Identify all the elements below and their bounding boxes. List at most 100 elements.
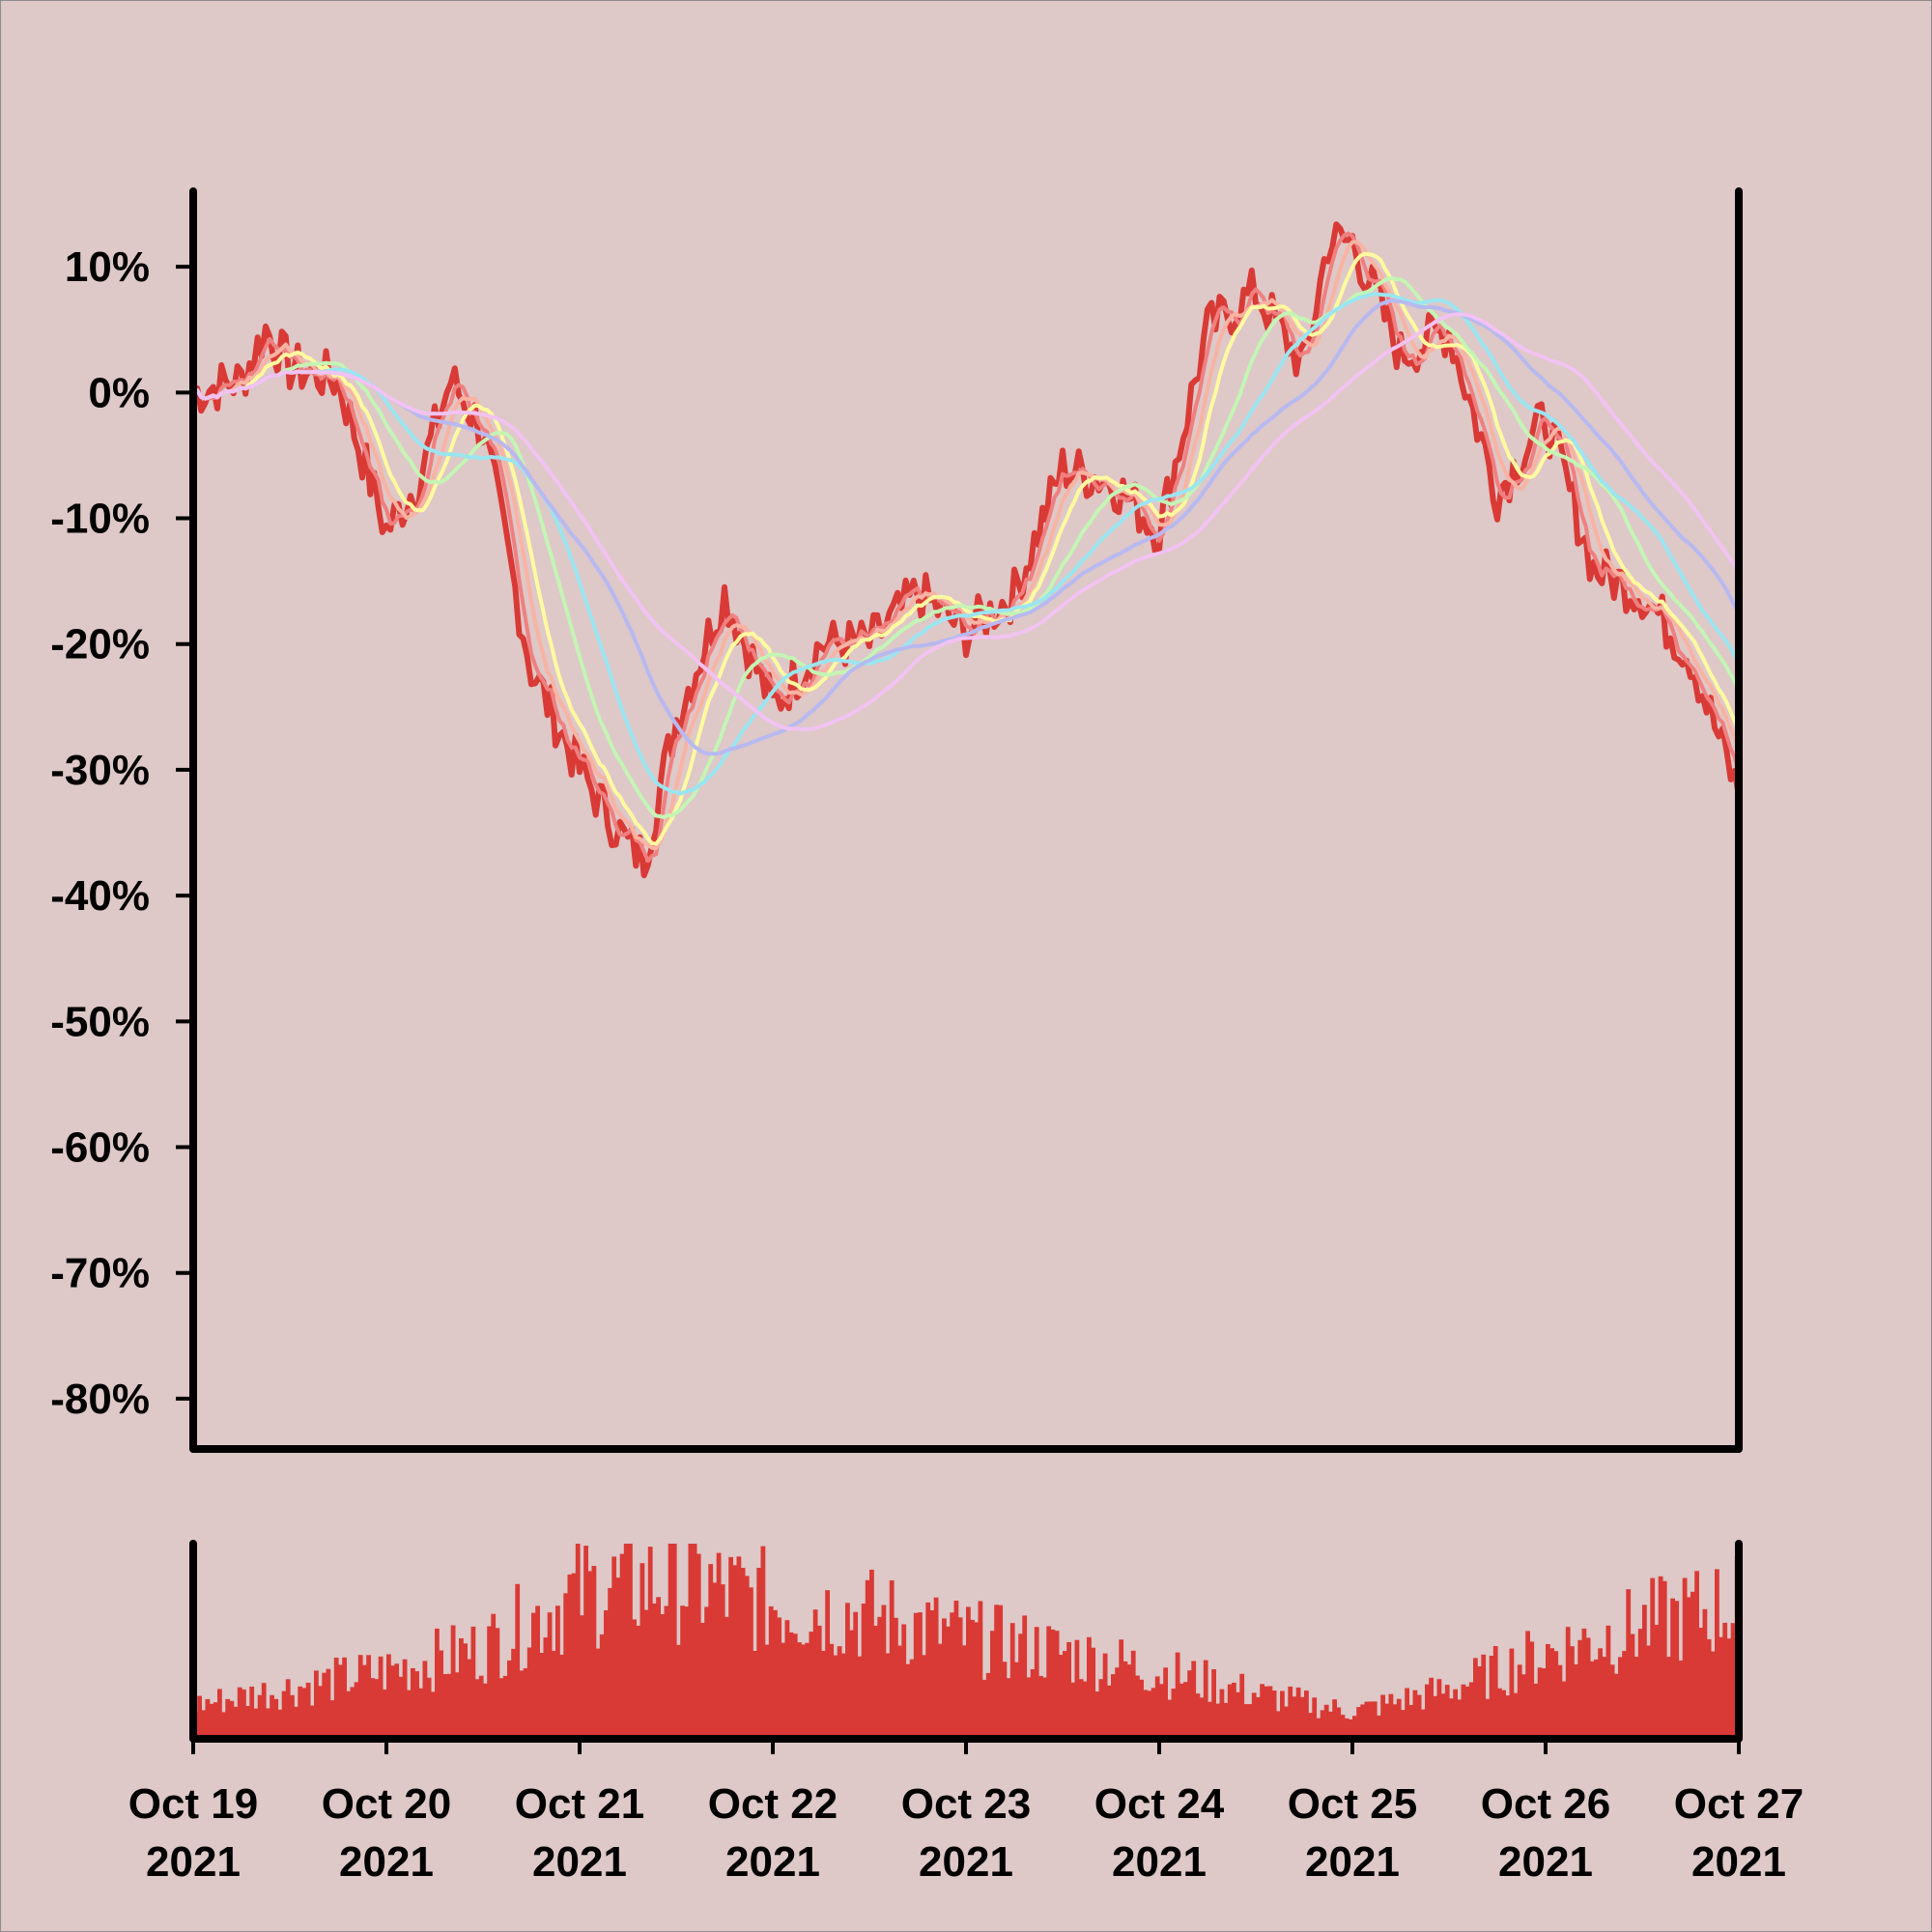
x-tick-label-date: Oct 26 [1481, 1780, 1611, 1828]
volume-bar [398, 1676, 404, 1739]
volume-bar [1396, 1698, 1402, 1739]
volume-bar [925, 1602, 931, 1739]
volume-bar [217, 1689, 222, 1739]
volume-bar [1191, 1661, 1197, 1739]
volume-bar [599, 1634, 605, 1739]
volume-bar [1682, 1577, 1688, 1739]
volume-bar [1715, 1569, 1719, 1739]
volume-bar [1719, 1636, 1723, 1739]
volume-bar [487, 1626, 492, 1739]
volume-bar [1642, 1605, 1647, 1739]
volume-bar [314, 1670, 319, 1739]
volume-bar [233, 1706, 239, 1739]
volume-bar [684, 1606, 690, 1739]
volume-bar [426, 1677, 432, 1739]
volume-bar [242, 1689, 246, 1739]
volume-bar [1203, 1660, 1208, 1739]
volume-bar [526, 1647, 532, 1739]
volume-bar [809, 1632, 814, 1739]
volume-bar [676, 1644, 681, 1739]
volume-bar [857, 1656, 863, 1739]
volume-bar [1098, 1679, 1104, 1739]
volume-bar [671, 1544, 677, 1739]
volume-bar [865, 1579, 870, 1739]
volume-bar [1594, 1659, 1599, 1739]
volume-bar [1449, 1698, 1454, 1739]
volume-bar [301, 1688, 307, 1739]
volume-bar [257, 1694, 263, 1739]
volume-bar [894, 1617, 898, 1739]
volume-bar [1304, 1690, 1309, 1739]
volume-bar [1340, 1715, 1346, 1739]
price-line [190, 221, 1742, 879]
x-tick-label-year: 2021 [339, 1838, 434, 1886]
volume-bar [1658, 1576, 1663, 1739]
volume-bar [1481, 1654, 1487, 1739]
volume-bar [760, 1546, 766, 1739]
volume-bar [1034, 1627, 1039, 1739]
volume-bar [889, 1580, 895, 1739]
volume-bar [1094, 1691, 1100, 1739]
volume-bar [1473, 1658, 1478, 1739]
volume-bar [797, 1642, 802, 1739]
volume-bar [1722, 1622, 1728, 1739]
volume-bar [905, 1663, 911, 1739]
volume-bar [732, 1565, 738, 1739]
volume-bar [515, 1583, 521, 1739]
volume-bar [333, 1658, 339, 1739]
volume-bar [1509, 1648, 1515, 1739]
volume-bar [237, 1687, 242, 1739]
volume-bar [1271, 1690, 1277, 1739]
main-axes-frame [189, 187, 1743, 1453]
volume-bar [1492, 1646, 1498, 1739]
volume-bar [1412, 1690, 1418, 1739]
y-tick-label: 10% [65, 243, 150, 291]
volume-bar [873, 1625, 878, 1739]
x-tick-label-date: Oct 22 [708, 1780, 838, 1828]
volume-bar [1038, 1675, 1043, 1739]
volume-bar [1195, 1693, 1201, 1739]
volume-bar [720, 1584, 725, 1739]
volume-bar [539, 1653, 545, 1739]
volume-bar [957, 1617, 963, 1739]
volume-bar [833, 1655, 838, 1739]
volume-bar [1646, 1645, 1651, 1739]
volume-bar [1609, 1664, 1615, 1739]
volume-bar [1585, 1637, 1591, 1739]
volume-bar [270, 1694, 274, 1739]
volume-bar [1223, 1702, 1229, 1739]
volume-bar [309, 1705, 315, 1739]
volume-bar [660, 1614, 666, 1739]
volume-bar [305, 1682, 311, 1739]
volume-bar [688, 1544, 694, 1739]
volume-bar [1485, 1698, 1491, 1739]
volume-bar [1674, 1601, 1680, 1739]
volume-bar [338, 1664, 343, 1739]
volume-bar [470, 1626, 476, 1739]
volume-bar [1570, 1646, 1575, 1739]
volume-bar [478, 1675, 484, 1739]
volume-bar [897, 1645, 902, 1739]
volume-bar [1364, 1701, 1370, 1739]
volume-bar [909, 1659, 915, 1739]
x-tick-label-date: Oct 21 [515, 1780, 645, 1828]
volume-bar [1605, 1625, 1611, 1739]
volume-bar [1377, 1715, 1381, 1739]
volume-bar [1163, 1667, 1168, 1739]
volume-bar [1405, 1688, 1409, 1739]
volume-bar [1662, 1580, 1667, 1739]
volume-bar [700, 1622, 705, 1739]
volume-bar [430, 1691, 436, 1739]
volume-bar [281, 1690, 287, 1739]
volume-bar [736, 1556, 742, 1739]
volume-bar [1650, 1577, 1656, 1739]
volume-bar [370, 1678, 376, 1739]
volume-bar [1457, 1699, 1463, 1739]
volume-bar [366, 1655, 371, 1739]
volume-bar [382, 1689, 387, 1739]
volume-bar [1126, 1664, 1132, 1739]
volume-bar [1050, 1629, 1056, 1739]
volume-bar [628, 1544, 633, 1739]
volume-bar [1091, 1647, 1095, 1739]
volume-bar [1183, 1682, 1188, 1739]
